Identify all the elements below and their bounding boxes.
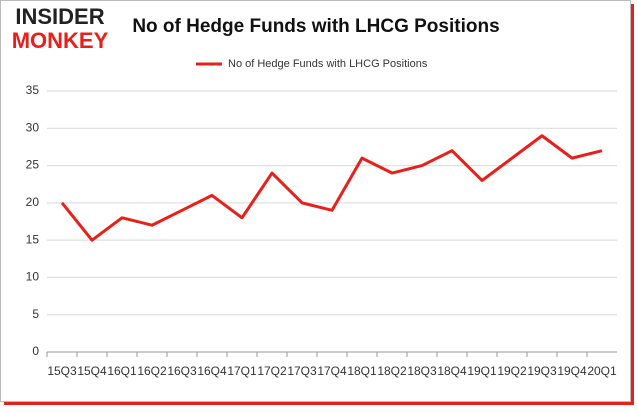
y-tick-label: 15 bbox=[26, 232, 40, 246]
x-tick-label: 16Q1 bbox=[107, 364, 137, 378]
x-tick-label: 17Q2 bbox=[257, 364, 287, 378]
x-tick-label: 17Q1 bbox=[227, 364, 257, 378]
x-tick-label: 18Q2 bbox=[377, 364, 407, 378]
y-tick-label: 35 bbox=[26, 83, 40, 97]
x-tick-label: 16Q4 bbox=[197, 364, 227, 378]
x-tick-label: 19Q3 bbox=[527, 364, 557, 378]
legend-label: No of Hedge Funds with LHCG Positions bbox=[228, 58, 428, 70]
x-tick-label: 16Q3 bbox=[167, 364, 197, 378]
chart-title: No of Hedge Funds with LHCG Positions bbox=[132, 16, 499, 37]
y-tick-label: 0 bbox=[32, 344, 39, 358]
x-tick-label: 19Q1 bbox=[467, 364, 497, 378]
y-tick-label: 10 bbox=[26, 270, 40, 284]
x-tick-label: 18Q4 bbox=[437, 364, 467, 378]
x-tick-label: 17Q3 bbox=[287, 364, 317, 378]
x-tick-label: 18Q3 bbox=[407, 364, 437, 378]
x-tick-label: 19Q4 bbox=[557, 364, 587, 378]
y-tick-label: 30 bbox=[26, 120, 40, 134]
frame bbox=[0, 0, 631, 402]
x-tick-label: 15Q4 bbox=[77, 364, 107, 378]
y-tick-label: 20 bbox=[26, 195, 40, 209]
data-line bbox=[60, 134, 603, 242]
logo-line2: MONKEY bbox=[12, 28, 109, 53]
x-tick-label: 17Q4 bbox=[317, 364, 347, 378]
x-tick-label: 16Q2 bbox=[137, 364, 167, 378]
x-tick-label: 19Q2 bbox=[497, 364, 527, 378]
x-tick-label: 15Q3 bbox=[47, 364, 77, 378]
y-tick-label: 25 bbox=[26, 158, 40, 172]
x-tick-label: 18Q1 bbox=[347, 364, 377, 378]
logo-line1: INSIDER bbox=[15, 4, 104, 29]
y-tick-label: 5 bbox=[32, 307, 39, 321]
x-tick-label: 20Q1 bbox=[587, 364, 617, 378]
